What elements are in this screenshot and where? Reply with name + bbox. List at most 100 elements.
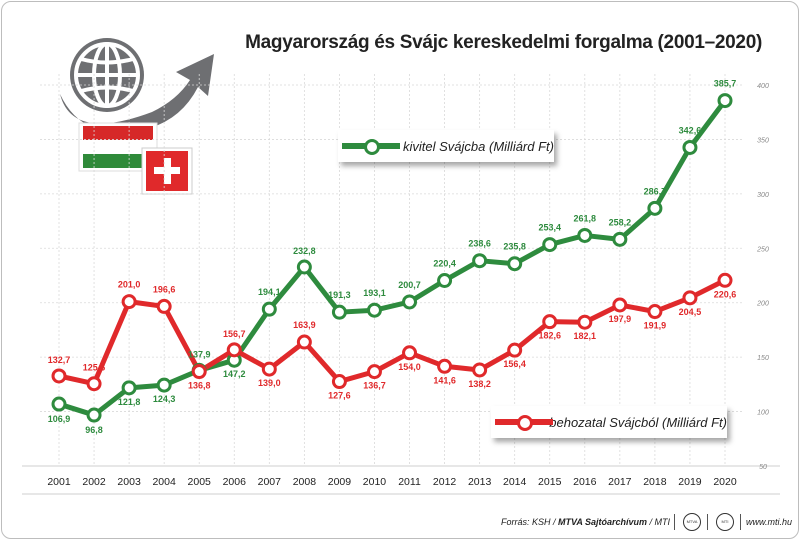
x-tick-label: 2002: [82, 476, 106, 488]
data-point: [123, 382, 135, 394]
data-label: 147,2: [223, 369, 246, 379]
data-label: 342,6: [679, 125, 702, 135]
data-point: [544, 239, 556, 251]
legend-export-label: kivitel Svájcba (Milliárd Ft): [403, 139, 554, 154]
y-tick-label: 150: [757, 355, 769, 362]
data-label: 191,3: [328, 290, 351, 300]
data-point: [298, 261, 310, 273]
x-tick-label: 2011: [398, 476, 421, 488]
x-tick-label: 2015: [538, 476, 562, 488]
x-tick-label: 2020: [713, 476, 737, 488]
data-label: 220,4: [433, 259, 456, 269]
x-tick-label: 2018: [643, 476, 667, 488]
data-label: 238,6: [468, 239, 491, 249]
x-tick-label: 2003: [117, 476, 141, 488]
data-label: 200,7: [398, 280, 421, 290]
data-label: 139,0: [258, 378, 281, 388]
data-label: 232,8: [293, 246, 316, 256]
data-label: 286,7: [644, 186, 667, 196]
data-point: [544, 316, 556, 328]
footer-separator: [707, 514, 708, 530]
data-label: 141,6: [433, 375, 456, 385]
data-label: 201,0: [118, 280, 141, 290]
data-point: [649, 306, 661, 318]
legend-import: behozatal Svájcból (Milliárd Ft): [491, 406, 727, 438]
data-label: 154,0: [398, 362, 421, 372]
data-point: [263, 303, 275, 315]
data-point: [614, 299, 626, 311]
data-label: 136,7: [363, 381, 386, 391]
data-point: [368, 366, 380, 378]
data-label: 138,2: [468, 379, 491, 389]
data-label: 137,9: [188, 349, 211, 359]
series-line-1: [59, 280, 725, 383]
data-label: 385,7: [714, 79, 737, 89]
x-tick-label: 2014: [503, 476, 527, 488]
source-prefix: Forrás: KSH /: [501, 517, 558, 527]
y-tick-label: 100: [757, 410, 769, 417]
legend-import-label: behozatal Svájcból (Milliárd Ft): [549, 415, 727, 430]
data-point: [368, 304, 380, 316]
footer-separator: [740, 514, 741, 530]
swiss-flag-icon: [142, 148, 192, 194]
x-tick-label: 2013: [468, 476, 492, 488]
mti-logo: MTI: [716, 513, 734, 531]
data-point: [684, 141, 696, 153]
x-tick-label: 2008: [293, 476, 317, 488]
data-point: [439, 275, 451, 287]
data-label: 193,1: [363, 288, 386, 298]
data-label: 125,6: [83, 363, 106, 373]
data-point: [53, 398, 65, 410]
data-point: [53, 370, 65, 382]
data-point: [123, 296, 135, 308]
source-url: www.mti.hu: [746, 517, 792, 527]
mtva-logo: MTVA: [683, 513, 701, 531]
legend-export: kivitel Svájcba (Milliárd Ft): [338, 130, 554, 162]
data-point: [649, 202, 661, 214]
data-label: 156,7: [223, 329, 246, 339]
data-point: [614, 233, 626, 245]
data-point: [474, 255, 486, 267]
y-tick-label: 350: [757, 137, 769, 144]
data-point: [88, 409, 100, 421]
data-label: 182,1: [574, 331, 597, 341]
x-tick-label: 2017: [608, 476, 632, 488]
data-label: 253,4: [538, 223, 561, 233]
data-label: 132,7: [48, 355, 71, 365]
data-label: 191,9: [644, 321, 667, 331]
y-tick-label: 50: [759, 464, 767, 471]
data-label: 220,6: [714, 289, 737, 299]
x-tick-label: 2001: [47, 476, 71, 488]
y-tick-label: 200: [756, 301, 769, 308]
source-text: Forrás: KSH / MTVA Sajtóarchívum / MTI: [472, 517, 670, 527]
line-chart: 50100150200250300350400 2001 2002 2003 2004…: [2, 2, 798, 538]
y-tick-label: 400: [757, 83, 769, 90]
data-label: 182,6: [538, 331, 561, 341]
x-tick-label: 2019: [678, 476, 702, 488]
data-label: 106,9: [48, 414, 71, 424]
data-label: 258,2: [609, 217, 632, 227]
chart-frame: Magyarország és Svájc kereskedelmi forga…: [1, 1, 799, 539]
x-tick-label: 2012: [433, 476, 457, 488]
data-label: 197,9: [609, 314, 632, 324]
legend-export-swatch: [342, 130, 393, 162]
data-point: [404, 347, 416, 359]
source-bold: MTVA Sajtóarchívum: [558, 517, 647, 527]
data-label: 235,8: [503, 242, 526, 252]
data-point: [719, 95, 731, 107]
data-point: [298, 336, 310, 348]
y-tick-label: 250: [756, 246, 769, 253]
data-label: 136,8: [188, 381, 211, 391]
data-point: [404, 296, 416, 308]
data-point: [333, 376, 345, 388]
data-label: 96,8: [85, 425, 103, 435]
x-tick-label: 2009: [328, 476, 352, 488]
legend-import-swatch: [495, 406, 539, 438]
data-point: [158, 300, 170, 312]
data-point: [88, 378, 100, 390]
x-tick-label: 2004: [152, 476, 176, 488]
x-tick-label: 2010: [363, 476, 387, 488]
data-label: 204,5: [679, 307, 702, 317]
x-tick-label: 2016: [573, 476, 597, 488]
data-label: 194,1: [258, 287, 281, 297]
